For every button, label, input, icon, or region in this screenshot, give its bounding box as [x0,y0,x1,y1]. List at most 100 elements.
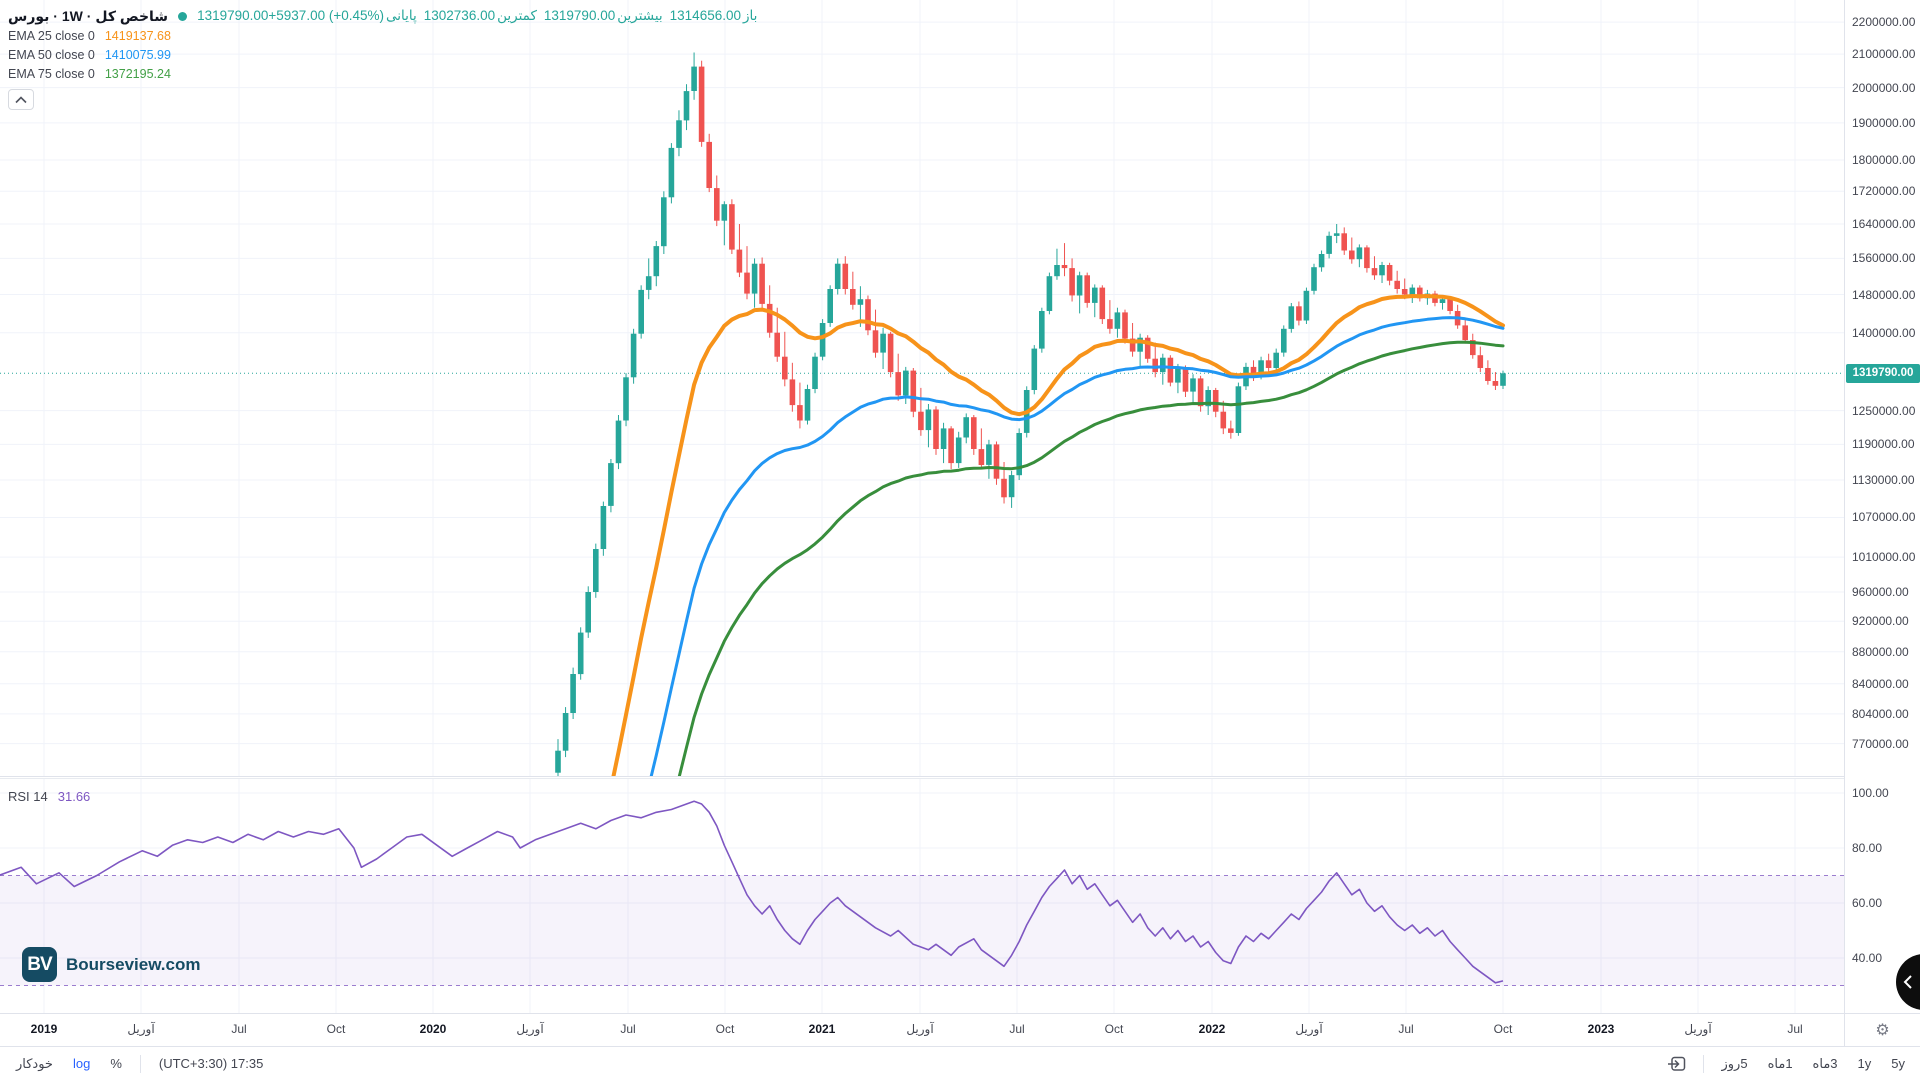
price-tick-label: 2100000.00 [1852,47,1916,61]
price-tick-label: 1560000.00 [1852,251,1916,265]
time-tick-label: Jul [620,1022,636,1036]
ema-50-line [649,316,1505,776]
rsi-label: RSI 14 [8,789,48,804]
low-label: کمترین [497,8,537,23]
close-label: پایانی [386,8,417,23]
time-tick-label: آوریل [1295,1022,1323,1036]
range-1mo-button[interactable]: 1ماه [1767,1055,1793,1071]
price-tick-label: 1250000.00 [1852,404,1916,418]
timeframe-label: 1W [61,7,83,24]
gear-icon[interactable]: ⚙ [1875,1022,1890,1039]
last-price-badge: 1319790.00 [1846,364,1920,383]
close-value: 1319790.00+5937.00 (+0.45%) [197,8,384,23]
time-tick-label: Jul [1398,1022,1414,1036]
rsi-legend-row[interactable]: RSI 14 31.66 [8,789,90,804]
rsi-chart[interactable] [0,779,1844,1013]
price-axis[interactable]: 2200000.00 2100000.00 2000000.00 1900000.00… [1844,0,1920,1013]
indicator-row-ema50[interactable]: EMA 50 close 0 1410075.99 [8,45,757,64]
price-tick-label: 1190000.00 [1852,437,1915,451]
legend: شاخص کل · 1W · بورس پایانی1319790.00+593… [8,6,757,110]
price-tick-label: 1640000.00 [1852,217,1916,231]
range-5d-button[interactable]: 5روز [1721,1055,1748,1071]
time-tick-label: Oct [1104,1022,1124,1036]
rsi-value: 31.66 [57,789,91,804]
price-tick-label: 880000.00 [1852,645,1909,659]
ema25-label: EMA 25 close 0 [8,28,95,43]
ema50-label: EMA 50 close 0 [8,47,95,62]
rsi-tick-label: 40.00 [1852,951,1883,965]
watermark-text: Bourseview.com [66,954,201,974]
ohlc-high: بیشترین1319790.00 [544,8,663,24]
auto-scale-button[interactable]: خودکار [16,1055,53,1071]
separator-dot: · [49,7,58,24]
symbol-row[interactable]: شاخص کل · 1W · بورس پایانی1319790.00+593… [8,6,757,26]
time-tick-label: 2022 [1198,1022,1226,1036]
price-tick-label: 770000.00 [1852,737,1909,751]
range-controls: 5روز 1ماه 3ماه 1y 5y [1659,1052,1920,1076]
price-tick-label: 920000.00 [1852,614,1909,628]
watermark-link[interactable]: BV Bourseview.com [22,947,200,982]
chevron-left-icon [1897,970,1920,994]
toolbar-divider [139,1054,141,1073]
pane-separator[interactable] [0,776,1844,779]
separator-dot: · [82,7,92,24]
scale-controls: خودکار log % (UTC+3:30) 17:35 [0,1053,271,1075]
price-tick-label: 1070000.00 [1852,510,1916,524]
ema25-value: 1419137.68 [104,28,171,43]
price-tick-label: 960000.00 [1852,585,1909,599]
range-5y-button[interactable]: 5y [1891,1056,1905,1071]
price-tick-label: 1800000.00 [1852,153,1916,167]
price-tick-label: 1010000.00 [1852,550,1916,564]
time-axis[interactable]: 2019 آوریل Jul Oct 2020 آوریل Jul Oct 2021 آوریل J… [0,1013,1844,1046]
price-tick-label: 1400000.00 [1852,326,1916,340]
rsi-tick-label: 80.00 [1852,841,1883,855]
range-1y-button[interactable]: 1y [1857,1056,1872,1071]
price-tick-label: 2200000.00 [1852,15,1916,29]
timezone-clock-button[interactable]: (UTC+3:30) 17:35 [158,1056,264,1071]
indicator-row-ema75[interactable]: EMA 75 close 0 1372195.24 [8,64,757,83]
price-tick-label: 1130000.00 [1852,473,1915,487]
axis-settings-corner[interactable]: ⚙ [1844,1013,1920,1046]
collapse-legend-button[interactable] [8,89,34,110]
price-tick-label: 1480000.00 [1852,288,1916,302]
bourseview-logo-icon: BV [22,947,57,982]
ema50-value: 1410075.99 [104,47,171,62]
time-tick-label: Oct [326,1022,346,1036]
time-tick-label: 2019 [30,1022,58,1036]
time-tick-label: Oct [1493,1022,1513,1036]
logo-monogram: BV [27,953,52,975]
rsi-pane[interactable] [0,779,1844,1013]
time-tick-label: آوریل [127,1022,155,1036]
low-value: 1302736.00 [423,8,496,23]
price-tick-label: 840000.00 [1852,677,1909,691]
indicator-row-ema25[interactable]: EMA 25 close 0 1419137.68 [8,26,757,45]
open-label: باز [742,8,758,23]
price-tick-label: 1720000.00 [1852,184,1916,198]
bottom-toolbar: خودکار log % (UTC+3:30) 17:35 5روز 1ماه … [0,1046,1920,1080]
symbol-title[interactable]: شاخص کل · 1W · بورس [8,8,168,25]
ohlc-open: باز1314656.00 [670,8,758,24]
chevron-up-icon [14,95,28,105]
price-pane[interactable] [0,0,1844,776]
market-status-icon [178,11,188,21]
rsi-band-fill [0,875,1844,986]
ohlc-low: کمترین1302736.00 [424,8,537,24]
time-tick-label: Jul [1009,1022,1025,1036]
toolbar-divider [1703,1054,1705,1073]
ema-75-line [677,340,1505,776]
time-tick-label: آوریل [516,1022,544,1036]
percent-scale-button[interactable]: % [110,1056,122,1071]
price-tick-label: 2000000.00 [1852,81,1916,95]
time-tick-label: Jul [1787,1022,1803,1036]
go-to-date-button[interactable] [1659,1052,1695,1076]
ema-25-line [611,294,1505,776]
range-3mo-button[interactable]: 3ماه [1812,1055,1838,1071]
market-label: بورس [8,7,50,24]
log-scale-button[interactable]: log [72,1056,91,1071]
ema75-value: 1372195.24 [104,66,171,81]
symbol-name: شاخص کل [95,7,169,24]
high-label: بیشترین [617,8,663,23]
price-chart[interactable] [0,0,1844,776]
ohlc-close: پایانی1319790.00+5937.00 (+0.45%) [197,8,417,24]
